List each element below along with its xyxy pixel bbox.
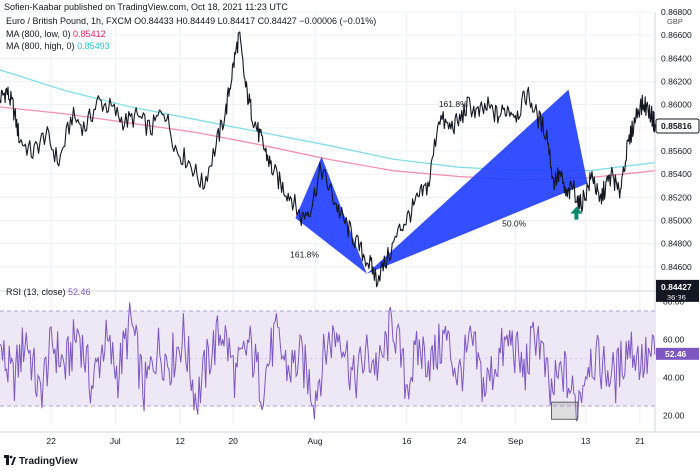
rsi-y-tick-label: 40.00: [663, 373, 685, 383]
price-y-tick-label: 0.86000: [661, 100, 692, 110]
x-tick-label: Jul: [110, 436, 121, 446]
bar-countdown-label: 36:36: [667, 293, 686, 302]
rsi-y-tick-label: 80.00: [663, 297, 685, 307]
price-y-tick-label: 0.86400: [661, 53, 692, 63]
symbol-name: Euro / British Pound, 1h, FXCM: [6, 16, 132, 26]
rsi-label: RSI (13, close): [6, 287, 66, 297]
rsi-y-tick-label: 20.00: [663, 411, 685, 421]
price-y-tick-label: 0.84600: [661, 262, 692, 272]
harmonic-triangle-xab: [295, 156, 367, 274]
ohlc-values: O0.84433 H0.84449 L0.84417 C0.84427 −0.0…: [134, 16, 377, 26]
x-tick-label: 24: [457, 436, 467, 446]
current-price-box: [656, 279, 699, 302]
ma-high-legend[interactable]: MA (800, high, 0) 0.85493: [6, 41, 110, 51]
ma-high-value: 0.85493: [77, 41, 110, 51]
price-y-tick-label: 0.84800: [661, 239, 692, 249]
ma-low-label: MA (800, low, 0): [6, 29, 71, 39]
x-tick-label: 16: [402, 436, 412, 446]
x-tick-label: 20: [228, 436, 238, 446]
harmonic-triangle-bcd: [366, 89, 588, 274]
price-y-tick-label: 0.85400: [661, 169, 692, 179]
x-tick-label: 12: [175, 436, 185, 446]
current-price-label: 0.84427: [661, 282, 692, 292]
last-price-label: 0.85816: [661, 121, 692, 131]
rsi-highlight-box: [551, 401, 579, 420]
x-tick-label: 22: [46, 436, 56, 446]
rsi-value: 52.46: [68, 287, 91, 297]
last-price-box: [655, 118, 700, 134]
fib-ratio-label: 50.0%: [502, 218, 527, 228]
tradingview-brand[interactable]: TradingView: [4, 455, 78, 467]
rsi-legend[interactable]: RSI (13, close) 52.46: [6, 287, 91, 297]
price-y-tick-label: 0.85600: [661, 146, 692, 156]
ma-high-label: MA (800, high, 0): [6, 41, 75, 51]
rsi-current-label: 52.46: [665, 349, 687, 359]
price-y-tick-label: 0.85200: [661, 192, 692, 202]
currency-label: GBP: [667, 17, 683, 26]
x-tick-label: 21: [635, 436, 645, 446]
price-y-tick-label: 0.86200: [661, 77, 692, 87]
price-y-tick-label: 0.86800: [661, 7, 692, 17]
published-caption: Sofien-Kaabar published on TradingView.c…: [4, 2, 288, 12]
symbol-legend: Euro / British Pound, 1h, FXCM O0.84433 …: [6, 16, 376, 26]
fib-ratio-label: 161.8%: [439, 99, 468, 109]
x-tick-label: Sep: [508, 436, 523, 446]
tradingview-logo-icon: [4, 455, 16, 465]
rsi-y-tick-label: 60.00: [663, 335, 685, 345]
x-tick-label: Aug: [307, 436, 322, 446]
x-tick-label: 13: [581, 436, 591, 446]
brand-label: TradingView: [19, 456, 78, 467]
price-y-tick-label: 0.86600: [661, 30, 692, 40]
ma-low-legend[interactable]: MA (800, low, 0) 0.85412: [6, 29, 106, 39]
rsi-series-line: [0, 302, 656, 422]
price-y-tick-label: 0.85000: [661, 216, 692, 226]
ma-low-value: 0.85412: [73, 29, 106, 39]
price-series-line: [0, 31, 656, 288]
signal-arrow-up-icon: [570, 206, 583, 220]
fib-ratio-label: 161.8%: [290, 250, 319, 260]
rsi-current-box: [656, 347, 699, 360]
